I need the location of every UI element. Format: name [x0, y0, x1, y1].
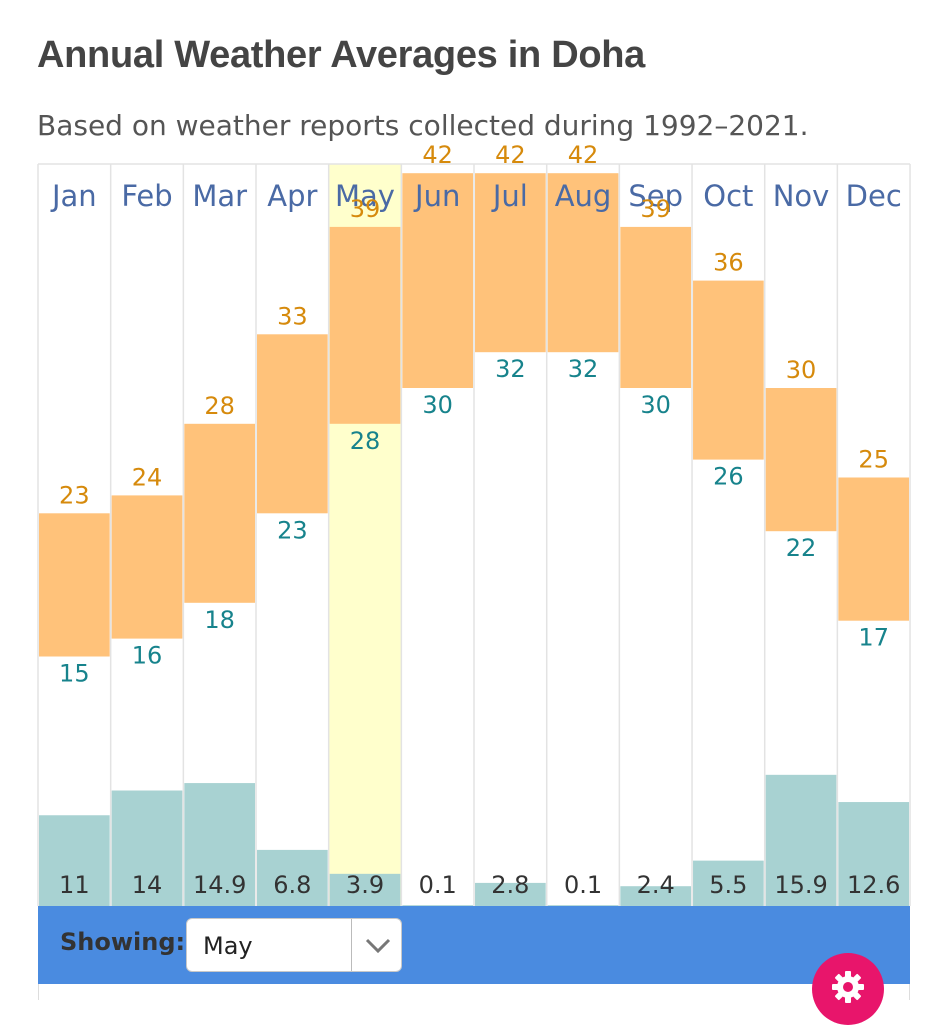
precipitation-bar-jun[interactable] [402, 905, 474, 906]
precipitation-bar-sep[interactable] [620, 886, 692, 906]
temperature-bar-nov[interactable] [765, 388, 837, 532]
low-temp-label: 18 [204, 606, 235, 634]
weather-chart: Jan 23 15 11 Feb 24 16 14 Mar 28 18 14.9 Apr 33 23 6.8 M… [37, 141, 911, 907]
low-temp-label: 22 [786, 534, 817, 562]
low-temp-label: 23 [277, 516, 308, 544]
high-temp-label: 36 [713, 249, 744, 277]
precipitation-label: 3.9 [346, 871, 384, 899]
precipitation-label: 15.9 [774, 871, 827, 899]
month-label-dec[interactable]: Dec [846, 179, 902, 213]
temperature-bar-feb[interactable] [111, 495, 183, 639]
high-temp-label: 42 [568, 141, 599, 169]
high-temp-label: 39 [350, 195, 381, 223]
month-select-value: May [203, 932, 253, 960]
gear-icon [832, 971, 864, 1003]
low-temp-label: 28 [350, 427, 381, 455]
precipitation-bar-mar[interactable] [184, 783, 256, 906]
month-label-oct[interactable]: Oct [703, 179, 753, 213]
precipitation-label: 2.8 [491, 871, 529, 899]
precipitation-label: 6.8 [273, 871, 311, 899]
low-temp-label: 26 [713, 463, 744, 491]
precipitation-label: 5.5 [709, 871, 747, 899]
precipitation-label: 0.1 [419, 871, 457, 899]
precipitation-bar-feb[interactable] [111, 790, 183, 907]
precipitation-label: 14 [132, 871, 163, 899]
temperature-bar-sep[interactable] [620, 226, 692, 388]
low-temp-label: 17 [858, 624, 889, 652]
low-temp-label: 16 [132, 642, 163, 670]
high-temp-label: 24 [132, 463, 163, 491]
month-label-aug[interactable]: Aug [555, 179, 612, 213]
precipitation-bar-jul[interactable] [475, 882, 546, 906]
low-temp-label: 32 [568, 355, 599, 383]
month-label-jul[interactable]: Jul [491, 179, 528, 213]
temperature-bar-oct[interactable] [693, 280, 764, 460]
precipitation-bar-oct[interactable] [693, 860, 764, 906]
settings-button[interactable] [812, 953, 884, 1025]
month-label-nov[interactable]: Nov [773, 179, 830, 213]
high-temp-label: 28 [204, 392, 235, 420]
precipitation-label: 11 [59, 871, 90, 899]
showing-bar: Showing: May [38, 906, 910, 984]
month-label-feb[interactable]: Feb [121, 179, 172, 213]
precipitation-label: 2.4 [637, 871, 675, 899]
high-temp-label: 39 [640, 195, 671, 223]
precipitation-label: 12.6 [847, 871, 900, 899]
month-label-jan[interactable]: Jan [50, 179, 97, 213]
low-temp-label: 32 [495, 355, 526, 383]
temperature-bar-aug[interactable] [547, 173, 619, 353]
temperature-bar-apr[interactable] [257, 334, 328, 514]
chart-title: Annual Weather Averages in Doha [37, 34, 645, 76]
high-temp-label: 42 [422, 141, 453, 169]
precipitation-bar-nov[interactable] [765, 774, 837, 906]
month-select[interactable]: May [186, 918, 402, 972]
showing-label: Showing: [60, 928, 186, 956]
month-label-apr[interactable]: Apr [267, 179, 317, 213]
month-label-jun[interactable]: Jun [413, 179, 460, 213]
high-temp-label: 42 [495, 141, 526, 169]
precipitation-label: 0.1 [564, 871, 602, 899]
month-label-mar[interactable]: Mar [192, 179, 247, 213]
temperature-bar-jun[interactable] [402, 173, 474, 388]
month-label-may[interactable]: May [335, 179, 395, 213]
temperature-bar-mar[interactable] [184, 423, 256, 603]
precipitation-bar-apr[interactable] [257, 849, 328, 906]
panel-bottom [38, 984, 910, 1000]
chevron-down-icon[interactable] [363, 933, 393, 957]
precipitation-label: 14.9 [193, 871, 246, 899]
high-temp-label: 30 [786, 356, 817, 384]
precipitation-bar-aug[interactable] [547, 905, 619, 906]
temperature-bar-may[interactable] [329, 226, 401, 424]
select-divider [351, 919, 352, 971]
temperature-bar-jul[interactable] [475, 173, 546, 353]
precipitation-bar-dec[interactable] [838, 802, 910, 906]
month-label-sep[interactable]: Sep [628, 179, 683, 213]
temperature-bar-dec[interactable] [838, 477, 910, 621]
temperature-bar-jan[interactable] [39, 513, 110, 657]
high-temp-label: 23 [59, 481, 90, 509]
chart-subtitle: Based on weather reports collected durin… [37, 109, 809, 142]
low-temp-label: 15 [59, 660, 90, 688]
low-temp-label: 30 [422, 391, 453, 419]
precipitation-bar-may[interactable] [329, 873, 401, 906]
precipitation-bar-jan[interactable] [39, 815, 110, 906]
high-temp-label: 33 [277, 302, 308, 330]
low-temp-label: 30 [640, 391, 671, 419]
high-temp-label: 25 [858, 446, 889, 474]
